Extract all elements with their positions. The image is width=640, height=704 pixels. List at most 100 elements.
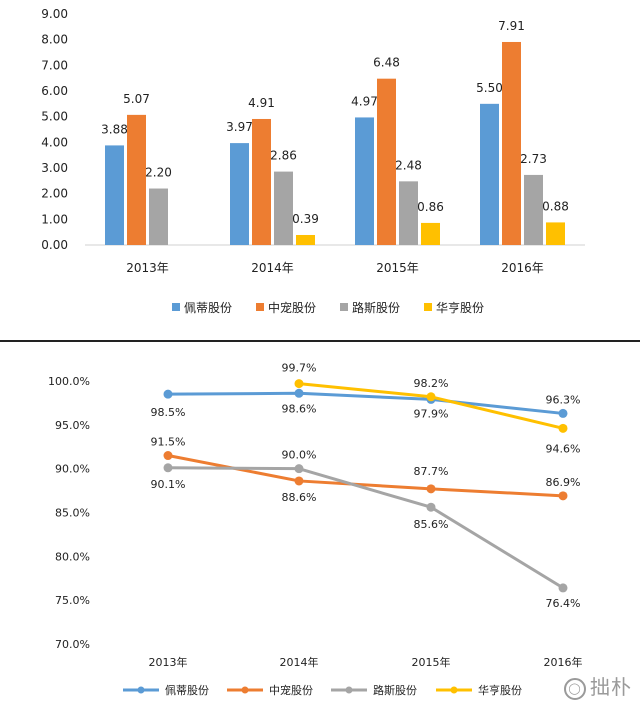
series-line	[298, 382, 564, 430]
point-data-label: 98.5%	[151, 406, 186, 419]
y-tick-label: 3.00	[41, 161, 68, 175]
y-tick-label: 4.00	[41, 135, 68, 149]
panel-divider	[0, 340, 640, 342]
bar-data-label: 5.07	[123, 92, 150, 106]
bar-data-label: 7.91	[498, 19, 525, 33]
bar	[127, 114, 146, 246]
point-data-label: 98.6%	[282, 402, 317, 415]
data-point	[558, 583, 568, 593]
bar-data-label: 4.97	[351, 94, 378, 108]
y-tick-label: 0.00	[41, 238, 68, 252]
bar	[105, 145, 124, 245]
data-point	[558, 423, 568, 433]
bar	[296, 234, 315, 245]
legend-label: 中宠股份	[269, 683, 313, 697]
bar-chart: 0.00 1.00 2.00 3.00 4.00 5.00 6.00 7.00 8.00 9.00…	[41, 7, 585, 315]
data-point	[163, 389, 173, 399]
y-tick-label: 70.0%	[55, 638, 90, 651]
point-data-label: 91.5%	[151, 436, 186, 449]
data-point	[163, 463, 173, 473]
x-tick-label: 2013年	[126, 261, 169, 275]
legend-marker	[450, 686, 458, 694]
bar-data-label: 4.91	[248, 96, 275, 110]
bar-data-label: 2.20	[145, 166, 172, 180]
legend-marker	[345, 686, 353, 694]
bar	[252, 118, 271, 245]
point-data-label: 99.7%	[282, 362, 317, 375]
bar	[546, 222, 565, 245]
legend-marker	[137, 686, 145, 694]
bar-data-label: 0.88	[542, 199, 569, 213]
data-point	[163, 451, 173, 461]
series-line	[167, 391, 564, 415]
point-data-label: 76.4%	[546, 597, 581, 610]
bar	[421, 222, 440, 245]
y-tick-label: 6.00	[41, 84, 68, 98]
x-tick-label: 2014年	[251, 261, 294, 275]
data-point	[294, 464, 304, 474]
point-data-label: 85.6%	[414, 518, 449, 531]
legend-label: 华亨股份	[436, 300, 484, 315]
data-point	[558, 408, 568, 418]
data-point	[294, 476, 304, 486]
legend-swatch	[256, 303, 264, 311]
bar	[399, 181, 418, 245]
bar	[274, 171, 293, 245]
point-data-label: 97.9%	[414, 407, 449, 420]
point-data-label: 96.3%	[546, 393, 581, 406]
x-tick-label: 2013年	[149, 655, 188, 669]
y-tick-label: 1.00	[41, 212, 68, 226]
circle-logo-icon: ◯	[564, 677, 586, 700]
bar	[149, 188, 168, 245]
y-tick-label: 9.00	[41, 7, 68, 21]
legend-label: 华亨股份	[478, 683, 522, 697]
point-data-label: 94.6%	[546, 442, 581, 455]
legend-label: 佩蒂股份	[184, 301, 232, 315]
y-tick-label: 7.00	[41, 58, 68, 72]
legend-label: 路斯股份	[352, 300, 400, 315]
bar	[355, 117, 374, 245]
point-data-label: 98.2%	[414, 377, 449, 390]
watermark-text: 拙朴	[590, 675, 632, 699]
data-point	[294, 379, 304, 389]
legend-swatch	[172, 303, 180, 311]
legend-swatch	[424, 303, 432, 311]
y-tick-label: 2.00	[41, 187, 68, 201]
bar-data-label: 2.86	[270, 149, 297, 163]
y-tick-label: 100.0%	[48, 375, 90, 388]
y-tick-label: 5.00	[41, 110, 68, 124]
bar-data-label: 3.97	[226, 120, 253, 134]
legend-label: 路斯股份	[373, 684, 417, 697]
series-line	[167, 466, 564, 590]
x-tick-label: 2016年	[544, 655, 583, 669]
bar	[502, 41, 521, 245]
data-point	[426, 392, 436, 402]
legend-marker	[241, 686, 249, 694]
data-point	[426, 484, 436, 494]
y-tick-label: 90.0%	[55, 463, 90, 476]
line-chart: 70.0% 75.0% 80.0% 85.0% 90.0% 95.0% 100.0% 2013…	[48, 362, 583, 697]
watermark: ◯ 拙朴	[564, 671, 632, 700]
bar-data-label: 3.88	[101, 122, 128, 136]
bar	[230, 143, 249, 245]
y-tick-label: 85.0%	[55, 507, 90, 520]
bar-data-label: 6.48	[373, 56, 400, 70]
point-data-label: 90.0%	[282, 449, 317, 462]
legend-label: 佩蒂股份	[165, 683, 209, 697]
x-tick-label: 2014年	[280, 655, 319, 669]
y-tick-label: 8.00	[41, 33, 68, 47]
series-line	[167, 454, 564, 498]
legend-label: 中宠股份	[268, 300, 316, 315]
y-tick-label: 95.0%	[55, 419, 90, 432]
x-tick-label: 2015年	[412, 655, 451, 669]
x-tick-label: 2015年	[376, 261, 419, 275]
point-data-label: 86.9%	[546, 476, 581, 489]
bar	[377, 78, 396, 246]
bar-data-label: 2.73	[520, 152, 547, 166]
bar-data-label: 5.50	[476, 81, 503, 95]
data-point	[294, 388, 304, 398]
point-data-label: 87.7%	[414, 465, 449, 478]
bar	[524, 174, 543, 245]
point-data-label: 90.1%	[151, 478, 186, 491]
